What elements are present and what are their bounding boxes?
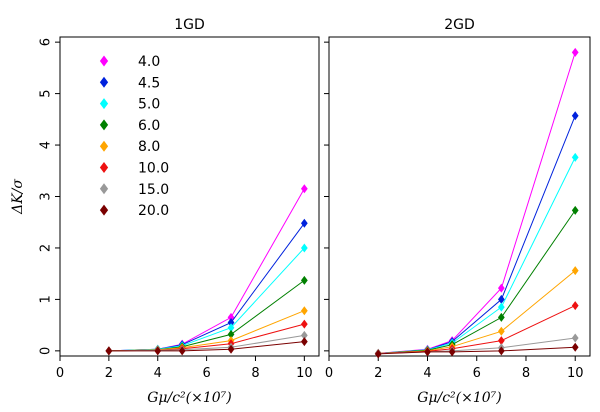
x-tick-label: 4 [154, 366, 162, 381]
x-axis-label: Gμ/c²(×10⁷) [147, 390, 232, 406]
data-point [571, 342, 579, 352]
series-4.0 [374, 47, 579, 358]
data-point [300, 275, 308, 285]
legend-marker [99, 204, 109, 216]
x-tick-label: 2 [374, 366, 382, 381]
data-point [497, 302, 505, 312]
data-point [424, 347, 431, 357]
data-point [571, 111, 579, 121]
legend-label: 6.0 [138, 118, 160, 134]
series-line [108, 323, 305, 352]
series-4.5 [374, 111, 579, 358]
x-tick-label: 8 [251, 366, 259, 381]
y-axis-label: ΔK/σ [10, 179, 26, 215]
legend-label: 20.0 [138, 203, 169, 219]
data-point [227, 318, 235, 328]
legend-label: 4.0 [138, 54, 160, 70]
data-point [497, 336, 505, 346]
y-tick-label: 4 [39, 141, 54, 149]
legend-label: 10.0 [138, 161, 169, 177]
data-point [497, 312, 505, 322]
series-20.0 [105, 337, 308, 356]
data-point [154, 346, 162, 356]
data-point [497, 294, 505, 304]
panel-title: 2GD [444, 17, 475, 33]
series-15.0 [374, 333, 579, 358]
legend-marker [99, 98, 109, 110]
series-4.0 [105, 184, 308, 356]
series-20.0 [374, 342, 579, 359]
x-tick-label: 6 [202, 366, 210, 381]
data-point [497, 283, 505, 293]
data-point [227, 323, 235, 333]
legend-label: 8.0 [138, 139, 160, 155]
series-4.5 [105, 218, 308, 356]
legend: 4.0 4.5 5.0 6.0 8.0 10.0 15.0 20.0 [99, 54, 169, 219]
legend-label: 15.0 [138, 182, 169, 198]
data-point [227, 344, 235, 354]
legend-label: 5.0 [138, 97, 160, 113]
x-tick-label: 10 [296, 366, 313, 381]
x-tick-label: 8 [522, 366, 530, 381]
series-8.0 [374, 266, 579, 358]
panel-0: 1GD 0 2 4 6 8 10 0 1 2 3 4 5 6 Gμ/c²(×10⁷) ΔK/σ 4.0 4.5 5.… [10, 17, 320, 406]
data-point [300, 306, 308, 316]
x-tick-label: 4 [423, 366, 431, 381]
data-point [300, 337, 308, 347]
series-line [378, 115, 576, 354]
data-point [178, 346, 186, 356]
series-line [378, 305, 576, 354]
x-tick-label: 0 [325, 366, 333, 381]
data-point [571, 301, 579, 311]
data-point [571, 152, 579, 162]
series-line [378, 270, 576, 354]
plot-frame [328, 36, 591, 357]
data-point [571, 266, 579, 276]
legend-label: 4.5 [138, 75, 160, 91]
x-tick-label: 2 [105, 366, 113, 381]
data-point [497, 326, 505, 336]
data-point [300, 184, 308, 194]
panel-1: 2GD 0 2 4 6 8 10 Gμ/c²(×10⁷) [324, 17, 591, 406]
data-point [105, 346, 113, 356]
legend-marker [99, 76, 109, 88]
data-point [448, 347, 456, 357]
data-point [571, 47, 579, 57]
y-tick-label: 3 [39, 192, 54, 200]
x-axis-label: Gμ/c²(×10⁷) [417, 390, 502, 406]
data-point [300, 243, 308, 253]
data-point [571, 333, 579, 343]
data-point [300, 319, 308, 329]
y-tick-label: 5 [39, 89, 54, 97]
panel-title: 1GD [174, 17, 205, 33]
series-line [378, 52, 576, 354]
data-point [227, 329, 235, 339]
y-tick-label: 6 [39, 38, 54, 46]
y-tick-label: 2 [39, 244, 54, 252]
data-point [374, 349, 382, 359]
series-line [378, 210, 576, 354]
data-point [300, 330, 308, 340]
x-tick-label: 6 [473, 366, 481, 381]
legend-marker [99, 55, 109, 67]
x-tick-label: 10 [567, 366, 584, 381]
legend-marker [99, 162, 109, 173]
legend-marker [99, 183, 109, 195]
data-point [497, 346, 505, 356]
legend-marker [99, 119, 109, 131]
series-6.0 [374, 205, 579, 358]
series-6.0 [105, 275, 308, 356]
x-tick-label: 0 [56, 366, 64, 381]
y-tick-label: 1 [39, 295, 54, 303]
y-tick-label: 0 [39, 347, 54, 355]
series-line [378, 157, 576, 354]
series-15.0 [105, 330, 308, 356]
legend-marker [99, 140, 109, 152]
data-point [571, 205, 579, 215]
series-line [108, 334, 305, 352]
data-point [300, 218, 308, 228]
plot-frame [59, 36, 320, 357]
